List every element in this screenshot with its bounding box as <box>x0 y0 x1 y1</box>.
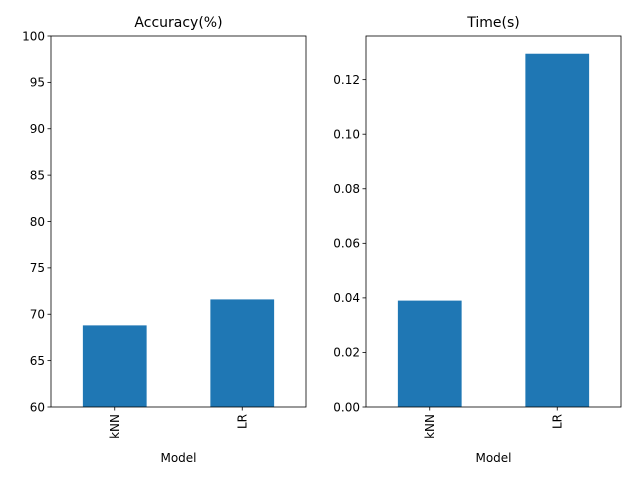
y-tick-label: 0.12 <box>333 73 360 87</box>
bar-knn <box>82 325 147 407</box>
x-tick-label: LR <box>551 414 565 429</box>
y-tick-label: 85 <box>30 168 45 182</box>
bar-lr <box>210 299 275 407</box>
x-axis-label: Model <box>160 451 196 465</box>
bar-knn <box>397 300 462 407</box>
chart-title: Accuracy(%) <box>134 15 222 31</box>
y-tick-label: 65 <box>30 354 45 368</box>
accuracy-chart: 60 65 70 75 80 85 90 95 100 kNN LR Accuracy(%) Model <box>22 15 307 465</box>
y-tick-label: 60 <box>30 400 45 414</box>
y-tick-label: 80 <box>30 215 45 229</box>
y-tick-label: 70 <box>30 308 45 322</box>
y-tick-label: 90 <box>30 122 45 136</box>
y-tick-label: 0.08 <box>333 182 360 196</box>
y-tick-label: 0.06 <box>333 237 360 251</box>
x-tick-label: kNN <box>108 414 122 439</box>
x-axis-label: Model <box>475 451 511 465</box>
chart-title: Time(s) <box>466 15 519 31</box>
y-tick-label: 0.00 <box>333 400 360 414</box>
x-tick-label: LR <box>236 414 250 429</box>
y-tick-label: 95 <box>30 76 45 90</box>
y-tick-label: 100 <box>22 29 45 43</box>
bar-lr <box>525 53 590 407</box>
y-tick-label: 0.10 <box>333 128 360 142</box>
time-chart: 0.00 0.02 0.04 0.06 0.08 0.10 0.12 kNN LR Time(s)… <box>333 15 622 465</box>
y-tick-label: 0.04 <box>333 291 360 305</box>
y-tick-label: 75 <box>30 261 45 275</box>
x-tick-label: kNN <box>423 414 437 439</box>
axes-frame <box>365 35 622 408</box>
y-tick-label: 0.02 <box>333 346 360 360</box>
